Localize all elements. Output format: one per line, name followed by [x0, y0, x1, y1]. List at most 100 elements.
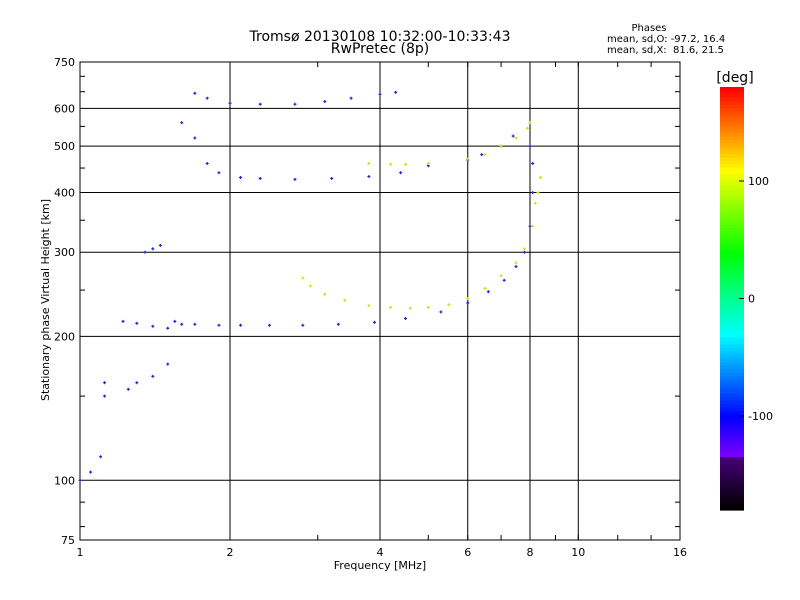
colorbar-segment	[720, 87, 744, 92]
colorbar-segment	[720, 316, 744, 321]
colorbar-segment	[720, 284, 744, 289]
data-point	[301, 276, 305, 280]
colorbar-segment	[720, 319, 744, 324]
colorbar-segment	[720, 178, 744, 183]
colorbar-segment	[720, 132, 744, 137]
y-tick-label: 400	[54, 186, 75, 199]
data-point	[217, 171, 221, 175]
colorbar-segment	[720, 146, 744, 152]
colorbar-segment	[720, 439, 744, 444]
colorbar-segment	[720, 213, 744, 219]
data-point	[239, 175, 243, 179]
colorbar-segment	[720, 418, 744, 423]
data-point	[499, 144, 503, 148]
colorbar-segment	[720, 171, 744, 176]
data-point	[483, 153, 487, 157]
colorbar-segment	[720, 273, 744, 278]
data-point	[531, 190, 535, 194]
data-point	[367, 304, 371, 308]
colorbar-segment	[720, 499, 744, 504]
colorbar-segment	[720, 157, 744, 162]
y-tick-label: 500	[54, 140, 75, 153]
colorbar-segment	[720, 323, 744, 328]
colorbar-segment	[720, 266, 744, 271]
colorbar-segment	[720, 358, 744, 363]
data-point	[514, 265, 518, 269]
data-point	[528, 121, 532, 125]
x-tick-label: 4	[377, 546, 384, 559]
colorbar-tick-label: 100	[748, 175, 769, 188]
x-tick-label: 16	[673, 546, 687, 559]
colorbar-segment	[720, 312, 744, 317]
data-point	[293, 102, 297, 106]
data-point	[135, 321, 139, 325]
colorbar-segment	[720, 129, 744, 134]
colorbar-segment	[720, 164, 744, 169]
colorbar-segment	[720, 474, 744, 479]
colorbar-segment	[720, 224, 744, 229]
colorbar-segment	[720, 393, 744, 398]
colorbar-segment	[720, 376, 744, 381]
colorbar-segment	[720, 294, 744, 300]
chart-title: Tromsø 20130108 10:32:00-10:33:43	[249, 29, 511, 45]
colorbar-segment	[720, 400, 744, 405]
colorbar-segment	[720, 390, 744, 395]
data-point	[536, 190, 540, 194]
colorbar-segment	[720, 432, 744, 437]
data-point	[301, 323, 305, 327]
colorbar-segment	[720, 457, 744, 462]
colorbar-segment	[720, 97, 744, 102]
colorbar-segment	[720, 249, 744, 254]
data-point	[466, 157, 470, 161]
colorbar-segment	[720, 242, 744, 247]
data-point	[426, 161, 430, 165]
colorbar-tick-label: -100	[748, 410, 773, 423]
colorbar-segment	[720, 199, 744, 204]
colorbar-segment	[720, 485, 744, 490]
colorbar-segment	[720, 351, 744, 356]
data-point	[378, 92, 382, 96]
colorbar-segment	[720, 210, 744, 215]
data-point	[367, 161, 371, 165]
phase-stats-x: mean, sd,X: 81.6, 21.5	[607, 45, 724, 56]
x-tick-label: 2	[227, 546, 234, 559]
colorbar-segment	[720, 453, 744, 458]
data-point	[483, 286, 487, 290]
colorbar-segment	[720, 161, 744, 166]
colorbar-segment	[720, 118, 744, 123]
x-tick-label: 10	[571, 546, 585, 559]
data-point	[502, 278, 506, 282]
colorbar-segment	[720, 443, 744, 448]
colorbar-label: [deg]	[716, 70, 753, 86]
data-point	[330, 176, 334, 180]
data-point	[217, 323, 221, 327]
colorbar-segment	[720, 369, 744, 374]
colorbar-segment	[720, 302, 744, 307]
colorbar-segment	[720, 481, 744, 486]
data-point	[389, 162, 393, 166]
colorbar-segment	[720, 495, 744, 501]
colorbar-segment	[720, 383, 744, 388]
colorbar-segment	[720, 446, 744, 451]
data-point	[514, 261, 518, 265]
colorbar-segment	[720, 404, 744, 409]
data-point	[103, 381, 107, 385]
data-point	[525, 126, 529, 130]
colorbar-segment	[720, 185, 744, 190]
colorbar-segment	[720, 407, 744, 412]
chart-subtitle: RwPretec (8p)	[331, 41, 429, 57]
data-point	[143, 250, 147, 254]
data-point	[511, 134, 515, 138]
colorbar: [deg] 100 0 -100	[716, 70, 773, 511]
data-point	[293, 177, 297, 181]
y-axis-label: Stationary phase Virtual Height [km]	[39, 199, 52, 401]
colorbar-segment	[720, 372, 744, 377]
colorbar-segment	[720, 111, 744, 116]
colorbar-segment	[720, 203, 744, 208]
data-point	[180, 121, 184, 125]
colorbar-segment	[720, 235, 744, 240]
data-point	[394, 90, 398, 94]
data-point	[480, 153, 484, 157]
colorbar-segment	[720, 397, 744, 402]
